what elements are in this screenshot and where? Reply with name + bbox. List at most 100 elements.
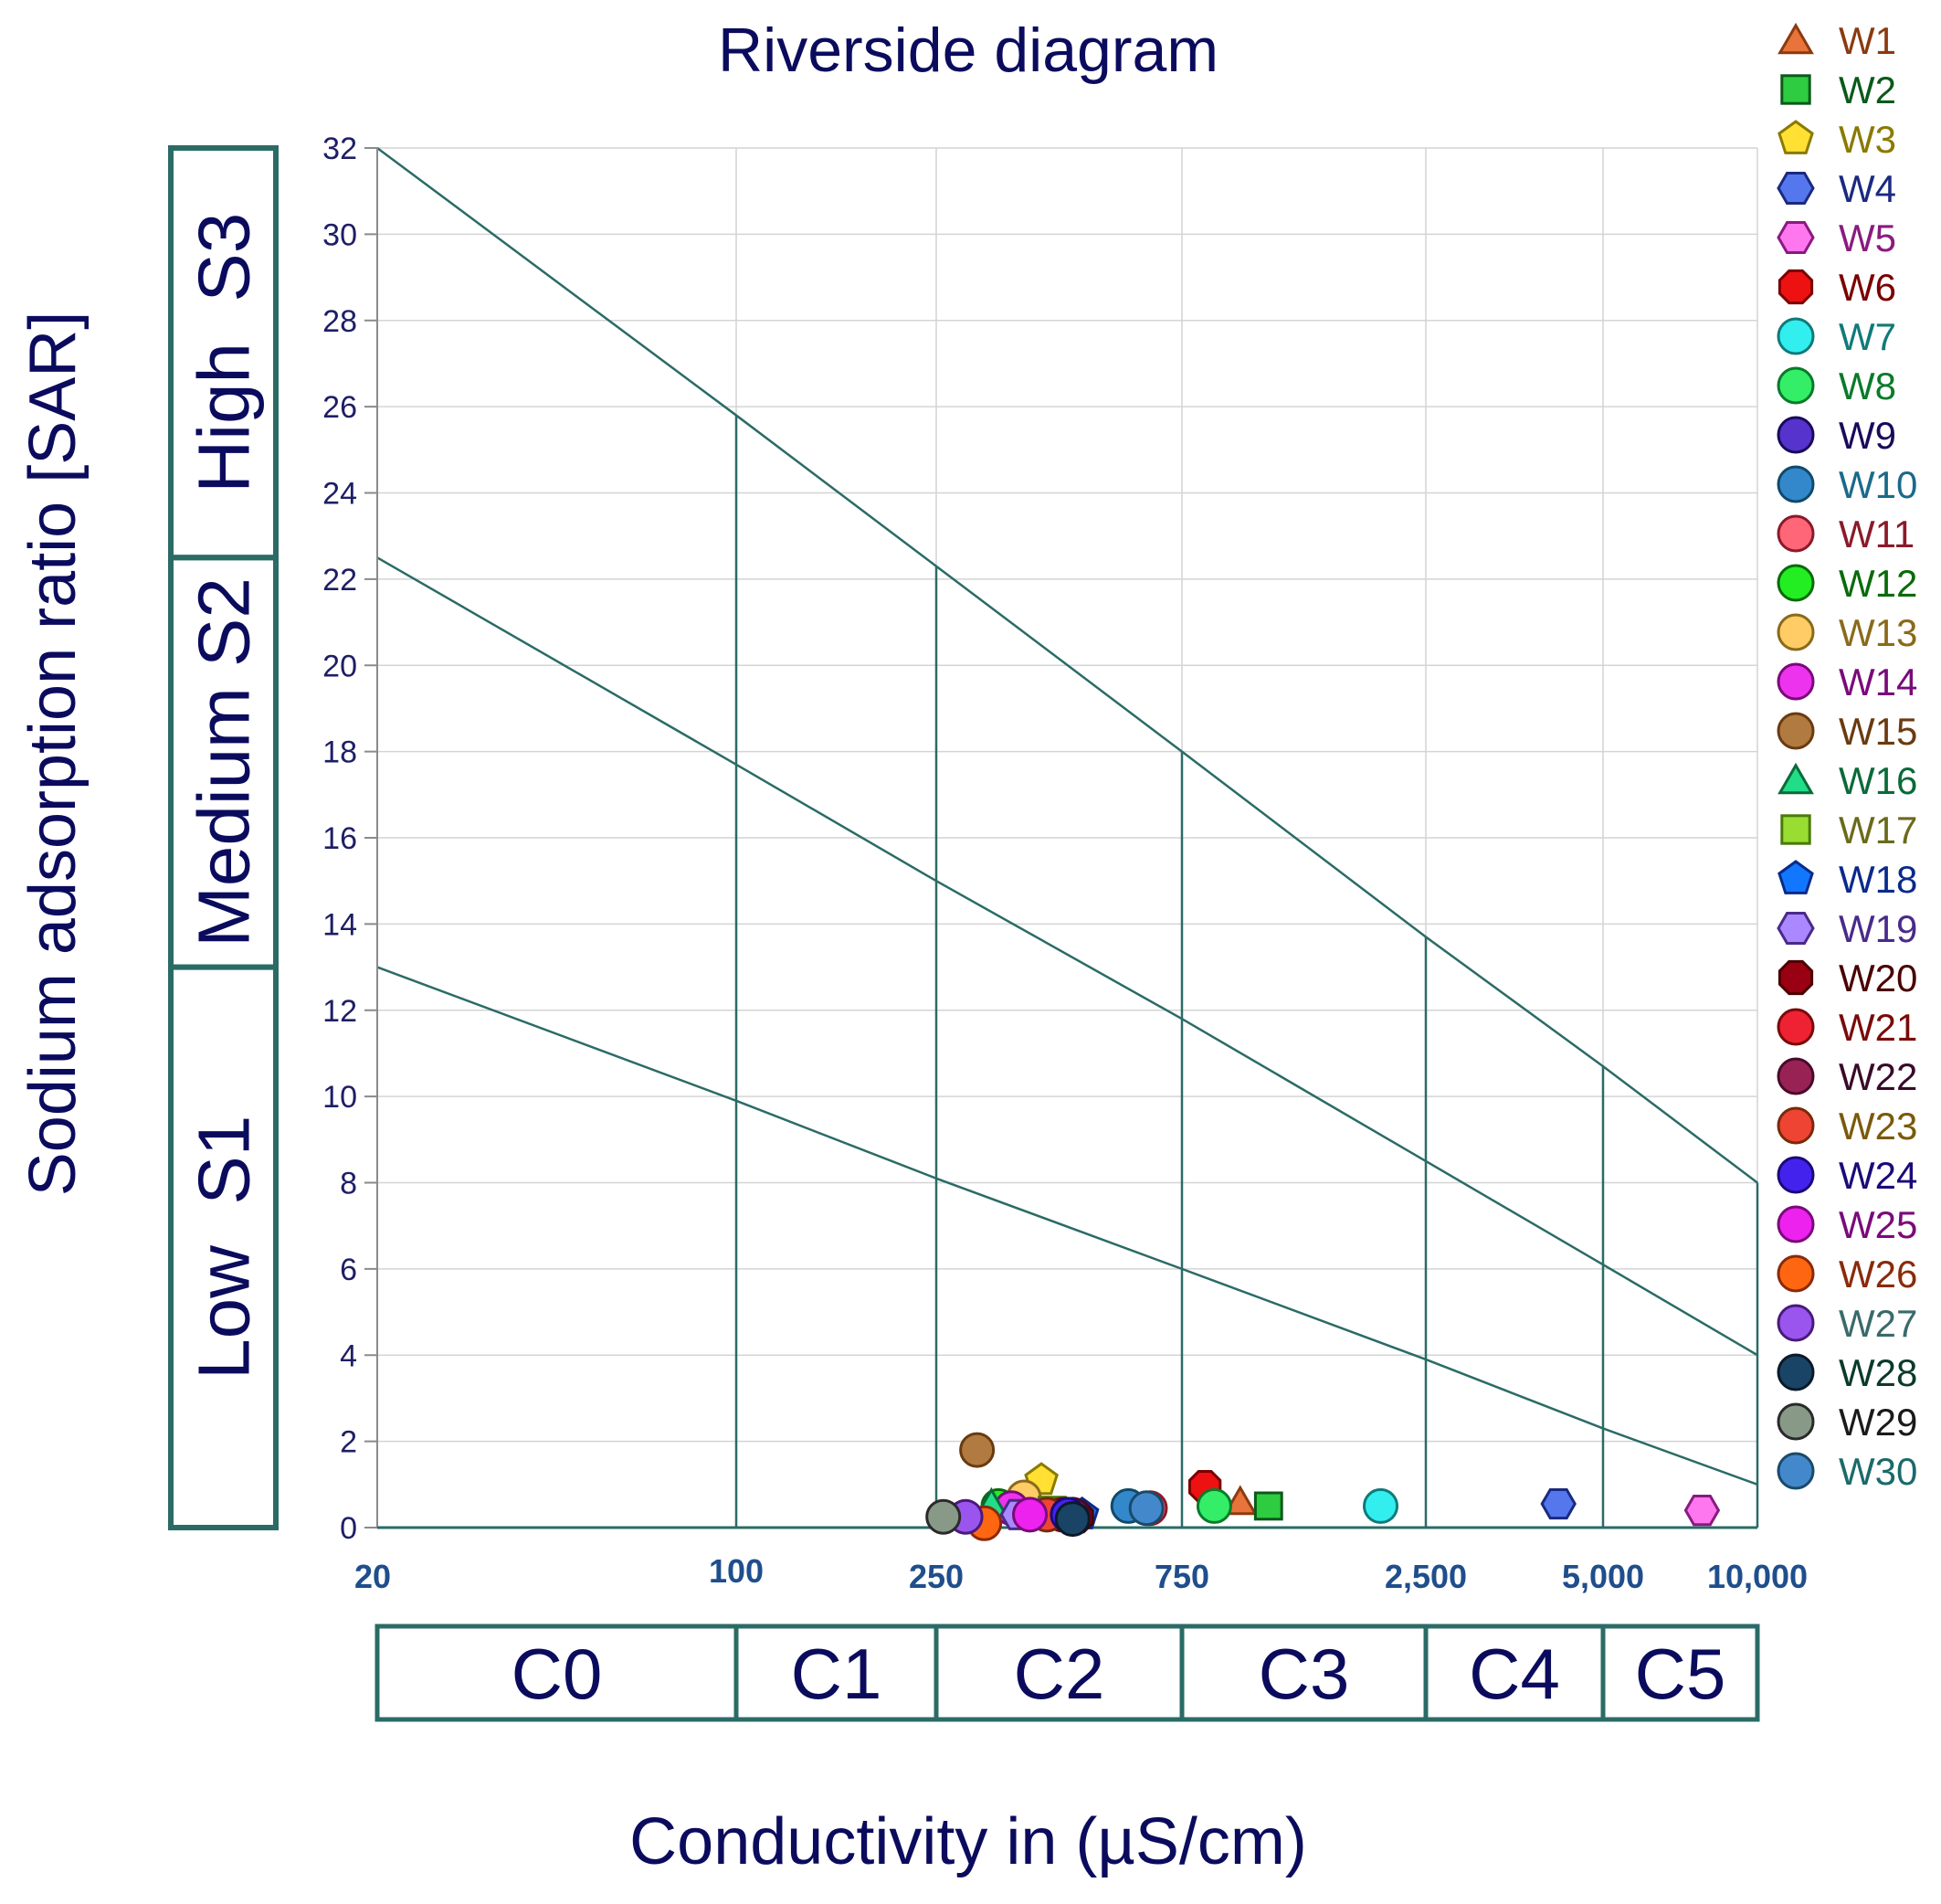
y-tick-label: 30 bbox=[322, 217, 357, 252]
sodium-band-label: Low S1 bbox=[184, 1116, 265, 1380]
sodium-band-label: Medium S2 bbox=[184, 577, 265, 947]
legend-item-w5: W5 bbox=[1777, 217, 1896, 259]
y-tick-label: 16 bbox=[322, 821, 357, 856]
legend-marker bbox=[1777, 860, 1814, 894]
legend-marker bbox=[1777, 912, 1815, 945]
x-tick-label: 750 bbox=[1155, 1558, 1209, 1595]
y-axis-label: Sodium adsorption ratio [SAR] bbox=[16, 312, 90, 1196]
legend-item-w10: W10 bbox=[1777, 463, 1917, 506]
legend-label: W14 bbox=[1839, 661, 1917, 703]
legend-label: W18 bbox=[1839, 858, 1917, 901]
legend-item-w13: W13 bbox=[1777, 611, 1917, 654]
legend-item-w30: W30 bbox=[1777, 1450, 1917, 1493]
legend-label: W19 bbox=[1839, 907, 1917, 950]
x-tick-label: 20 bbox=[354, 1558, 391, 1595]
legend-label: W27 bbox=[1839, 1302, 1917, 1345]
salinity-class-c4: C4 bbox=[1423, 1624, 1606, 1722]
legend-label: W22 bbox=[1839, 1055, 1917, 1098]
hazard-boundary-line-1 bbox=[376, 966, 1758, 1486]
x-tick-label: 250 bbox=[909, 1558, 964, 1595]
legend-marker bbox=[1777, 712, 1815, 750]
legend: W1 W2 W3 W4 W5 W6 W7 W8 W9 W10 W11 W12 W13 W14 W15 W16 W… bbox=[1777, 19, 1917, 1493]
y-tick-label: 2 bbox=[340, 1425, 357, 1460]
salinity-class-label: C4 bbox=[1469, 1634, 1560, 1714]
point-w25 bbox=[1012, 1497, 1049, 1533]
legend-item-w2: W2 bbox=[1780, 69, 1896, 111]
legend-marker bbox=[1777, 366, 1815, 405]
legend-item-w27: W27 bbox=[1777, 1302, 1917, 1345]
legend-label: W4 bbox=[1839, 167, 1896, 210]
sodium-band-1: Low S1 bbox=[168, 964, 279, 1530]
legend-label: W13 bbox=[1839, 611, 1917, 654]
legend-item-w25: W25 bbox=[1777, 1203, 1917, 1246]
sodium-band-label: High S3 bbox=[184, 213, 265, 493]
legend-item-w9: W9 bbox=[1777, 414, 1896, 457]
legend-item-w3: W3 bbox=[1777, 118, 1896, 161]
salinity-class-label: C0 bbox=[512, 1634, 603, 1714]
legend-item-w4: W4 bbox=[1777, 167, 1896, 210]
legend-marker bbox=[1777, 22, 1814, 55]
point-w2 bbox=[1253, 1491, 1283, 1521]
legend-label: W11 bbox=[1839, 513, 1915, 555]
chart-title: Riverside diagram bbox=[718, 16, 1218, 85]
y-tick-label: 10 bbox=[322, 1080, 357, 1115]
legend-marker bbox=[1777, 1205, 1815, 1243]
legend-marker bbox=[1777, 1156, 1815, 1194]
point-w8 bbox=[1196, 1487, 1232, 1524]
legend-marker bbox=[1777, 465, 1815, 503]
legend-item-w1: W1 bbox=[1777, 19, 1896, 62]
y-tick-label: 18 bbox=[322, 735, 357, 770]
legend-item-w7: W7 bbox=[1777, 315, 1896, 358]
point-w7 bbox=[1363, 1487, 1399, 1524]
legend-item-w22: W22 bbox=[1777, 1055, 1917, 1098]
legend-marker bbox=[1777, 317, 1815, 355]
sodium-band-box bbox=[168, 145, 279, 561]
legend-item-w14: W14 bbox=[1777, 661, 1917, 703]
salinity-class-label: C1 bbox=[791, 1634, 882, 1714]
sodium-hazard-bands: Low S1 Medium S2 High S3 bbox=[168, 145, 279, 1530]
legend-item-w24: W24 bbox=[1777, 1154, 1917, 1197]
legend-label: W17 bbox=[1839, 809, 1917, 852]
legend-label: W7 bbox=[1839, 315, 1896, 358]
legend-label: W24 bbox=[1839, 1154, 1917, 1197]
legend-marker bbox=[1780, 74, 1811, 105]
legend-label: W12 bbox=[1839, 562, 1917, 605]
point-w5 bbox=[1683, 1495, 1721, 1527]
legend-item-w28: W28 bbox=[1777, 1351, 1917, 1394]
y-tick-label: 32 bbox=[322, 132, 357, 166]
x-tick-label: 10,000 bbox=[1707, 1558, 1808, 1595]
y-tick-label: 24 bbox=[322, 477, 357, 512]
legend-label: W28 bbox=[1839, 1351, 1917, 1394]
legend-marker bbox=[1777, 416, 1815, 454]
y-tick-label: 22 bbox=[322, 563, 357, 598]
legend-item-w23: W23 bbox=[1777, 1105, 1917, 1148]
legend-label: W30 bbox=[1839, 1450, 1917, 1493]
x-axis-label: Conductivity in (µS/cm) bbox=[629, 1805, 1307, 1878]
legend-item-w29: W29 bbox=[1777, 1401, 1917, 1444]
salinity-class-c3: C3 bbox=[1179, 1624, 1429, 1722]
legend-label: W9 bbox=[1839, 414, 1896, 457]
x-tick-label: 2,500 bbox=[1385, 1558, 1467, 1595]
legend-marker bbox=[1777, 269, 1814, 305]
y-tick-label: 28 bbox=[322, 304, 357, 339]
salinity-class-c0: C0 bbox=[374, 1624, 739, 1722]
legend-label: W20 bbox=[1839, 957, 1917, 1000]
y-tick-label: 6 bbox=[340, 1253, 357, 1287]
y-tick-label: 14 bbox=[322, 907, 357, 942]
grid bbox=[376, 147, 1758, 1528]
legend-marker bbox=[1780, 814, 1811, 845]
legend-marker bbox=[1777, 959, 1814, 996]
salinity-class-box bbox=[1600, 1624, 1760, 1722]
legend-item-w19: W19 bbox=[1777, 907, 1917, 950]
sodium-band-3: High S3 bbox=[168, 145, 279, 561]
y-tick-label: 0 bbox=[340, 1511, 357, 1546]
legend-marker bbox=[1777, 662, 1815, 701]
salinity-class-label: C2 bbox=[1014, 1634, 1105, 1714]
x-ticks: 20 100 250 750 2,500 5,000 10,000 bbox=[354, 1552, 1808, 1595]
salinity-class-label: C5 bbox=[1635, 1634, 1726, 1714]
point-w29 bbox=[925, 1498, 962, 1535]
legend-label: W3 bbox=[1839, 118, 1896, 161]
y-tick-label: 8 bbox=[340, 1167, 357, 1201]
point-w4 bbox=[1540, 1488, 1577, 1520]
